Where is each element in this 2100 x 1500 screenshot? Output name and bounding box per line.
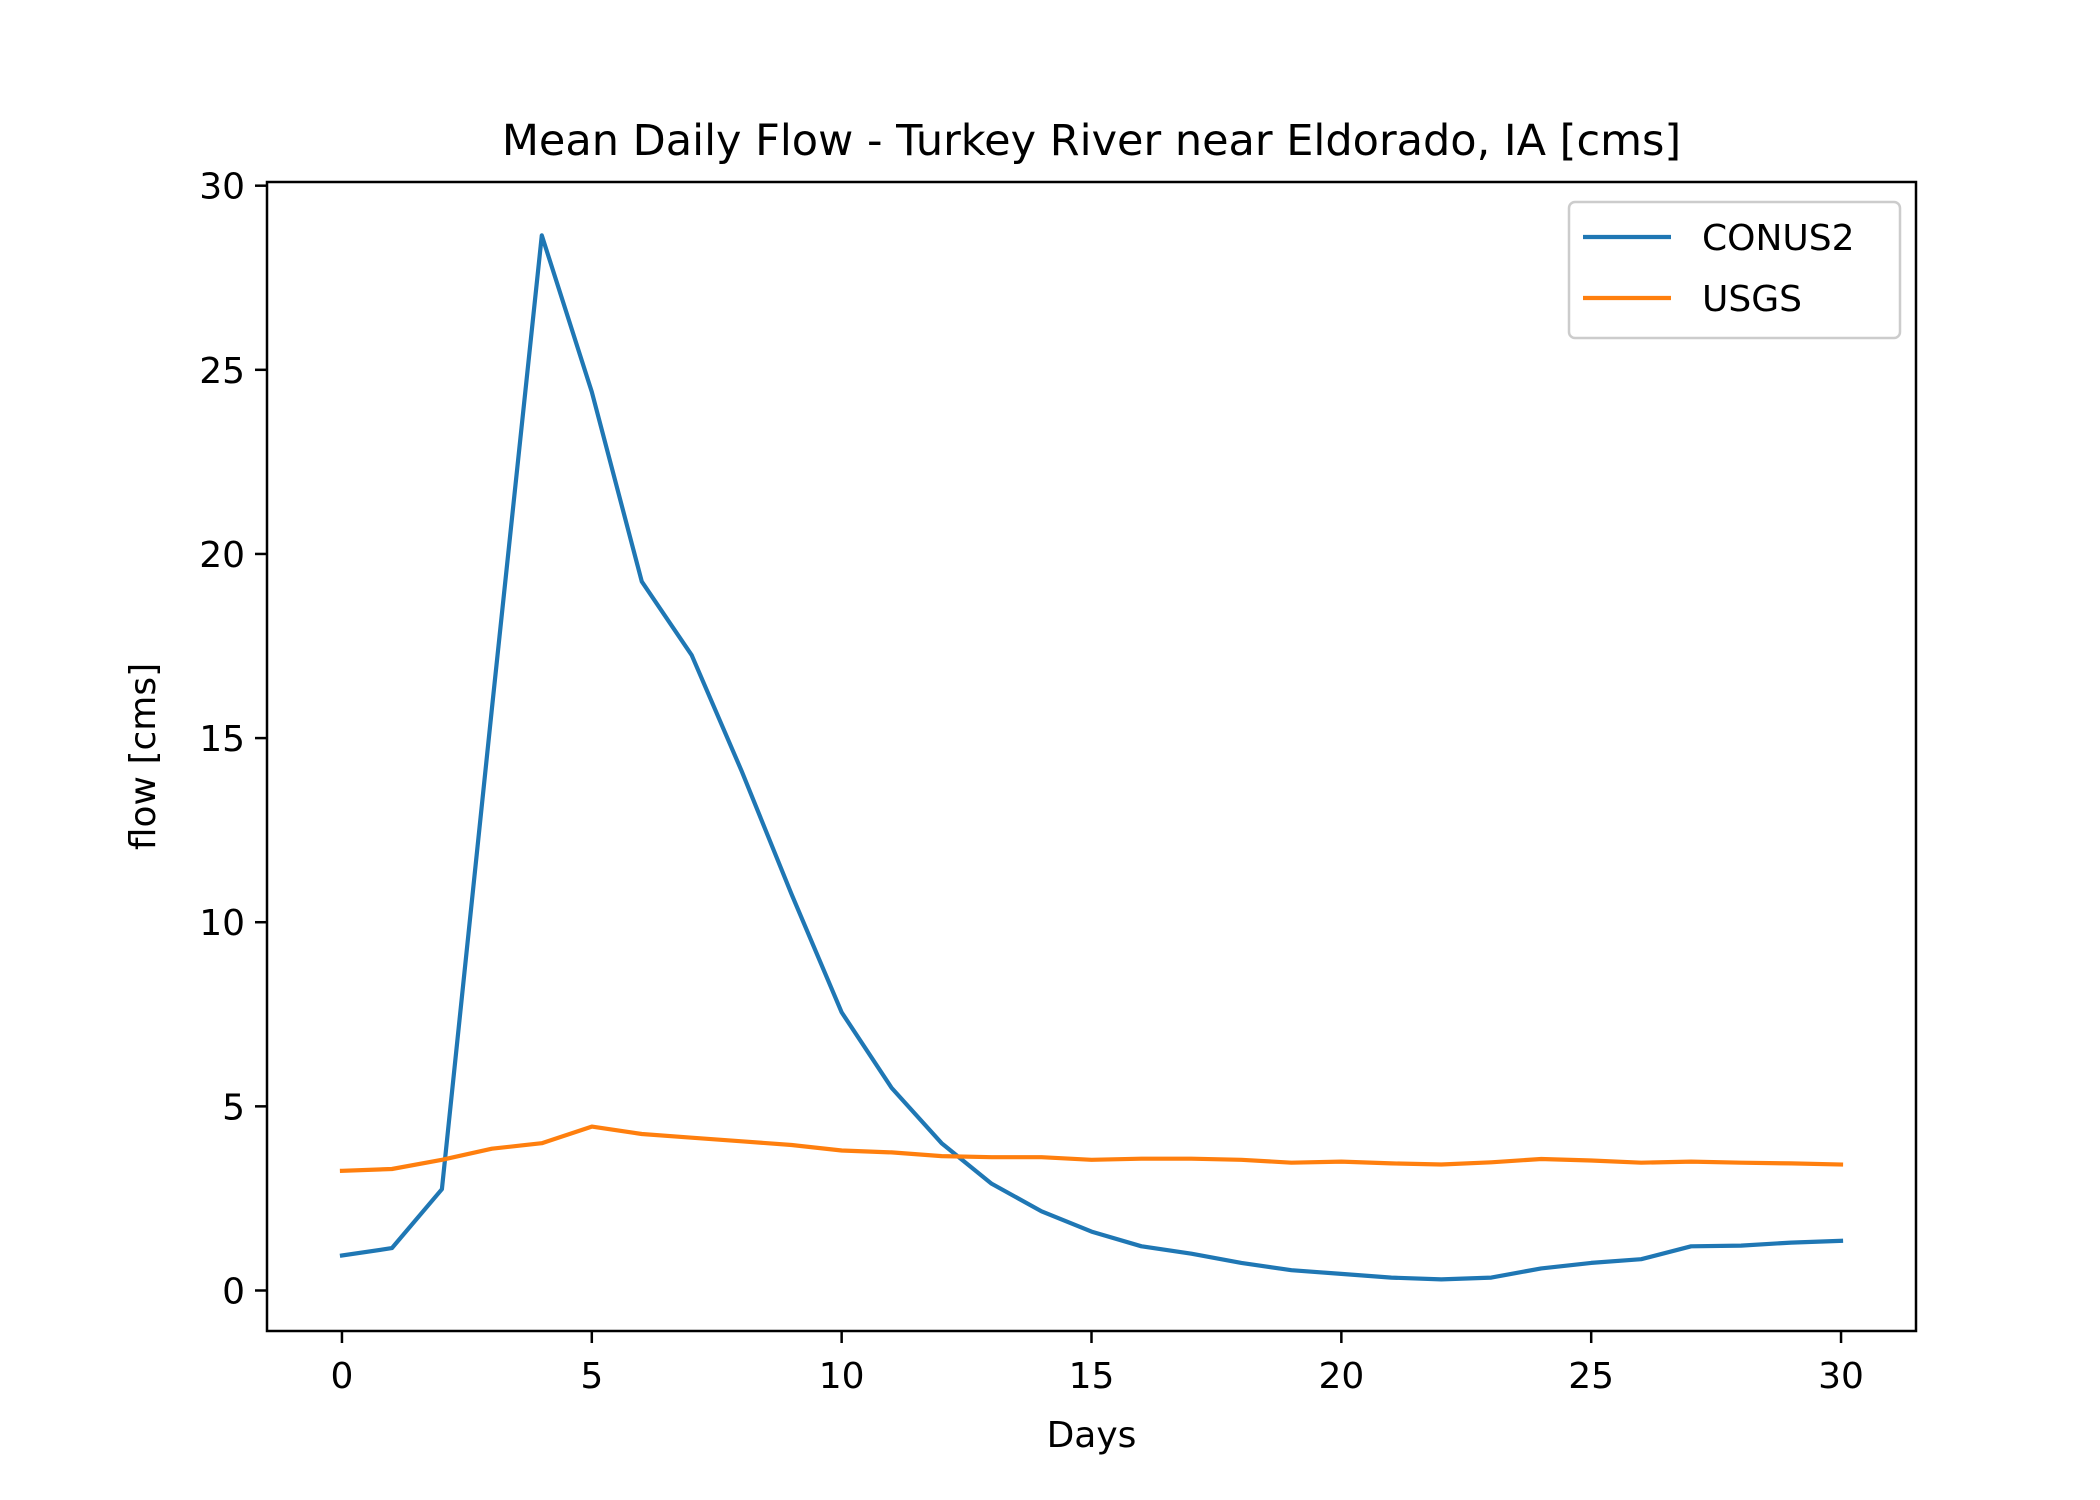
x-axis-label: Days (1047, 1415, 1137, 1456)
series-line-usgs (339, 1124, 1844, 1173)
series-line-conus2 (339, 233, 1844, 1282)
legend-label-conus2: CONUS2 (1702, 218, 1855, 259)
x-tick-label: 5 (580, 1356, 603, 1397)
legend-label-usgs: USGS (1702, 279, 1802, 320)
y-tick-label: 5 (222, 1087, 245, 1128)
y-axis-label: flow [cms] (123, 663, 164, 850)
chart-title: Mean Daily Flow - Turkey River near Eldo… (502, 116, 1681, 166)
x-tick-label: 10 (819, 1356, 865, 1397)
x-axis: 0 5 10 15 20 25 30 (331, 1331, 1864, 1397)
x-tick-label: 0 (331, 1356, 354, 1397)
y-tick-label: 30 (199, 167, 245, 208)
x-tick-label: 30 (1818, 1356, 1864, 1397)
x-tick-label: 15 (1069, 1356, 1115, 1397)
y-tick-label: 10 (199, 903, 245, 944)
legend: CONUS2 USGS (1567, 200, 1902, 340)
plot-frame (265, 180, 1918, 1333)
y-tick-label: 25 (199, 351, 245, 392)
y-tick-label: 15 (199, 719, 245, 760)
y-axis: 0 5 10 15 20 25 30 (199, 167, 267, 1312)
y-tick-label: 20 (199, 535, 245, 576)
x-tick-label: 25 (1568, 1356, 1614, 1397)
series-lines (339, 233, 1844, 1282)
y-tick-label: 0 (222, 1271, 245, 1312)
x-tick-label: 20 (1318, 1356, 1364, 1397)
